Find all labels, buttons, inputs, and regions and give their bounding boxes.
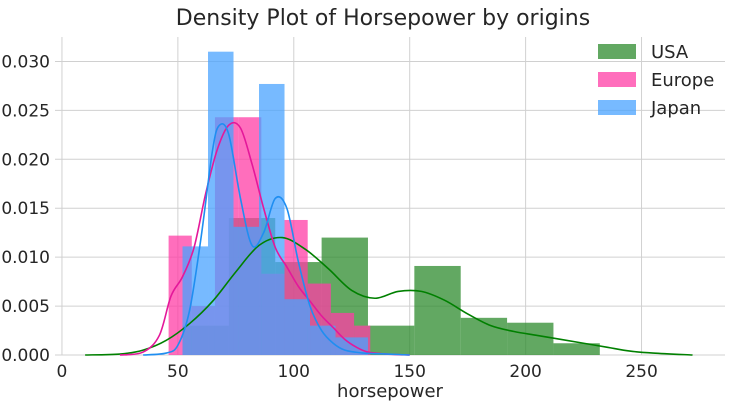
kde-line-usa (85, 236, 693, 356)
grid-lines (55, 37, 725, 356)
legend: USA Europe Japan (598, 42, 714, 119)
x-tick-label: 0 (57, 362, 68, 382)
y-tick-label: 0.015 (1, 199, 50, 219)
legend-swatch-europe (598, 72, 636, 87)
bar-japan (310, 325, 336, 355)
bar-japan (335, 337, 368, 355)
bar-japan (182, 246, 209, 355)
x-tick-label: 50 (167, 362, 189, 382)
bar-japan (284, 299, 311, 355)
plot-area (55, 37, 725, 355)
y-axis-ticks: 0.000 0.005 0.010 0.015 0.020 0.025 0.030 (1, 52, 50, 366)
bar-usa (507, 322, 554, 355)
histogram-bars (168, 51, 600, 356)
kde-curves (85, 121, 693, 356)
bars-japan (182, 51, 368, 356)
y-tick-label: 0.010 (1, 248, 50, 268)
bar-japan (208, 51, 234, 356)
legend-label-europe: Europe (651, 70, 714, 91)
y-tick-label: 0.005 (1, 297, 50, 317)
kde-line-japan (143, 123, 410, 356)
chart-title: Density Plot of Horsepower by origins (176, 6, 590, 31)
x-tick-label: 200 (509, 362, 541, 382)
bar-usa (414, 265, 461, 355)
bar-usa (367, 325, 415, 355)
y-tick-label: 0.030 (1, 52, 50, 72)
x-tick-label: 150 (393, 362, 425, 382)
x-tick-label: 100 (278, 362, 310, 382)
x-axis-ticks: 0 50 100 150 200 250 (57, 362, 658, 382)
legend-swatch-japan (598, 100, 636, 115)
legend-swatch-usa (598, 44, 636, 59)
legend-label-japan: Japan (650, 98, 701, 119)
y-tick-label: 0.000 (1, 346, 50, 366)
y-tick-label: 0.020 (1, 150, 50, 170)
kde-line-europe (119, 121, 410, 356)
legend-label-usa: USA (651, 42, 689, 63)
y-tick-label: 0.025 (1, 101, 50, 121)
x-tick-label: 250 (625, 362, 657, 382)
bar-usa (553, 343, 600, 355)
bar-usa (460, 317, 508, 355)
bar-japan (259, 83, 285, 355)
x-axis-label: horsepower (337, 381, 444, 402)
